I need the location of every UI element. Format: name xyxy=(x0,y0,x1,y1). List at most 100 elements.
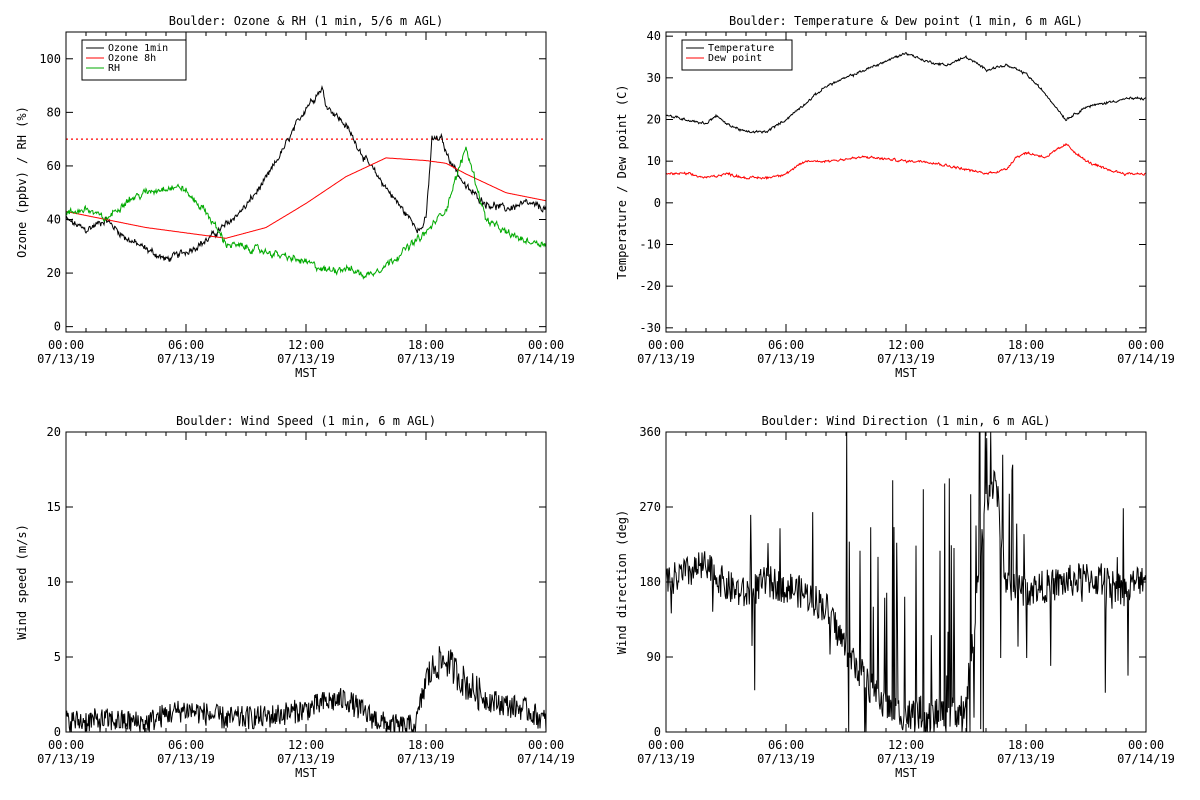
legend-label: Ozone 8h xyxy=(108,53,156,64)
x-tick-label-date: 07/13/19 xyxy=(397,352,455,366)
x-tick-label-time: 12:00 xyxy=(288,738,324,752)
x-tick-label-date: 07/13/19 xyxy=(277,752,335,766)
y-tick-label: 0 xyxy=(54,725,61,739)
x-tick-label-date: 07/13/19 xyxy=(997,752,1055,766)
y-axis-label: Wind direction (deg) xyxy=(615,510,629,655)
y-tick-label: 20 xyxy=(47,425,61,439)
series-group xyxy=(666,51,1146,180)
y-tick-label: 40 xyxy=(647,29,661,43)
y-tick-label: 40 xyxy=(47,213,61,227)
legend-label: Dew point xyxy=(708,53,762,64)
x-tick-label-date: 07/13/19 xyxy=(757,752,815,766)
x-tick-label-time: 18:00 xyxy=(408,738,444,752)
x-tick-label-date: 07/13/19 xyxy=(37,352,95,366)
y-tick-label: 0 xyxy=(654,725,661,739)
y-tick-label: -20 xyxy=(639,279,661,293)
x-tick-label-time: 12:00 xyxy=(888,338,924,352)
y-tick-label: 0 xyxy=(54,320,61,334)
y-axis-label: Temperature / Dew point (C) xyxy=(615,84,629,279)
legend-box xyxy=(81,39,187,81)
y-tick-label: 20 xyxy=(647,113,661,127)
x-tick-label-time: 00:00 xyxy=(528,338,564,352)
y-tick-label: 360 xyxy=(639,425,661,439)
series-line-rh xyxy=(66,146,546,280)
series-group xyxy=(66,85,546,280)
series-line-ozone-1min xyxy=(66,85,546,263)
series-group xyxy=(66,646,546,732)
y-tick-label: 10 xyxy=(647,154,661,168)
y-tick-label: 20 xyxy=(47,266,61,280)
x-tick-label-time: 00:00 xyxy=(648,338,684,352)
x-tick-label-date: 07/13/19 xyxy=(757,352,815,366)
legend-label: Temperature xyxy=(708,43,774,54)
series-line-dew-point xyxy=(666,142,1146,180)
y-tick-label: 80 xyxy=(47,105,61,119)
legend-label: RH xyxy=(108,63,120,74)
y-tick-label: 15 xyxy=(47,500,61,514)
chart-title: Boulder: Wind Speed (1 min, 6 m AGL) xyxy=(176,414,436,428)
x-tick-label-time: 18:00 xyxy=(1008,338,1044,352)
x-tick-label-date: 07/14/19 xyxy=(517,352,575,366)
y-tick-label: 100 xyxy=(39,52,61,66)
x-tick-label-time: 12:00 xyxy=(288,338,324,352)
x-tick-label-time: 06:00 xyxy=(168,338,204,352)
x-tick-label-time: 00:00 xyxy=(1128,338,1164,352)
chart-title: Boulder: Ozone & RH (1 min, 5/6 m AGL) xyxy=(169,14,444,28)
x-tick-label-time: 18:00 xyxy=(408,338,444,352)
chart-title: Boulder: Wind Direction (1 min, 6 m AGL) xyxy=(762,414,1051,428)
plot-frame xyxy=(665,31,1147,333)
x-tick-label-date: 07/13/19 xyxy=(877,352,935,366)
x-tick-label-time: 00:00 xyxy=(1128,738,1164,752)
x-tick-label-time: 06:00 xyxy=(768,338,804,352)
x-tick-label-time: 12:00 xyxy=(888,738,924,752)
series-line-wind-direction xyxy=(666,432,1146,732)
y-tick-label: 60 xyxy=(47,159,61,173)
chart-panel-4: Boulder: Wind Direction (1 min, 6 m AGL)… xyxy=(615,414,1175,780)
x-tick-label-date: 07/14/19 xyxy=(1117,352,1175,366)
legend-box xyxy=(681,39,793,71)
x-tick-label-date: 07/13/19 xyxy=(277,352,335,366)
chart-panel-2: Boulder: Temperature & Dew point (1 min,… xyxy=(615,14,1175,380)
x-axis-label: MST xyxy=(295,766,317,780)
series-line-temperature xyxy=(666,51,1146,134)
x-tick-label-date: 07/13/19 xyxy=(637,352,695,366)
x-tick-label-date: 07/13/19 xyxy=(157,752,215,766)
x-tick-label-date: 07/13/19 xyxy=(997,352,1055,366)
x-axis-label: MST xyxy=(895,366,917,380)
y-tick-label: 0 xyxy=(654,196,661,210)
x-tick-label-time: 00:00 xyxy=(528,738,564,752)
legend-label: Ozone 1min xyxy=(108,43,168,54)
y-tick-label: 180 xyxy=(639,575,661,589)
x-tick-label-time: 06:00 xyxy=(168,738,204,752)
y-tick-label: 90 xyxy=(647,650,661,664)
chart-panel-1: Boulder: Ozone & RH (1 min, 5/6 m AGL) 0 2… xyxy=(15,14,575,380)
x-tick-label-time: 06:00 xyxy=(768,738,804,752)
y-tick-label: 5 xyxy=(54,650,61,664)
x-axis-label: MST xyxy=(295,366,317,380)
x-tick-label-date: 07/13/19 xyxy=(37,752,95,766)
x-tick-label-date: 07/13/19 xyxy=(877,752,935,766)
y-tick-label: -10 xyxy=(639,238,661,252)
chart-title: Boulder: Temperature & Dew point (1 min,… xyxy=(729,14,1083,28)
x-tick-label-date: 07/13/19 xyxy=(397,752,455,766)
y-tick-label: 30 xyxy=(647,71,661,85)
plot-frame xyxy=(665,431,1147,733)
x-tick-label-date: 07/14/19 xyxy=(1117,752,1175,766)
x-tick-label-time: 00:00 xyxy=(48,338,84,352)
y-tick-label: 10 xyxy=(47,575,61,589)
series-line-ozone-8h xyxy=(66,157,546,239)
plot-frame xyxy=(65,31,547,333)
plot-frame xyxy=(65,431,547,733)
x-tick-label-time: 18:00 xyxy=(1008,738,1044,752)
x-tick-label-time: 00:00 xyxy=(648,738,684,752)
x-axis-label: MST xyxy=(895,766,917,780)
y-axis-label: Wind speed (m/s) xyxy=(15,524,29,640)
x-tick-label-time: 00:00 xyxy=(48,738,84,752)
chart-panel-3: Boulder: Wind Speed (1 min, 6 m AGL) 0 5 10… xyxy=(15,414,575,780)
y-axis-label: Ozone (ppbv) / RH (%) xyxy=(15,106,29,258)
series-group xyxy=(666,432,1146,732)
x-tick-label-date: 07/13/19 xyxy=(637,752,695,766)
y-tick-label: 270 xyxy=(639,500,661,514)
x-tick-label-date: 07/13/19 xyxy=(157,352,215,366)
